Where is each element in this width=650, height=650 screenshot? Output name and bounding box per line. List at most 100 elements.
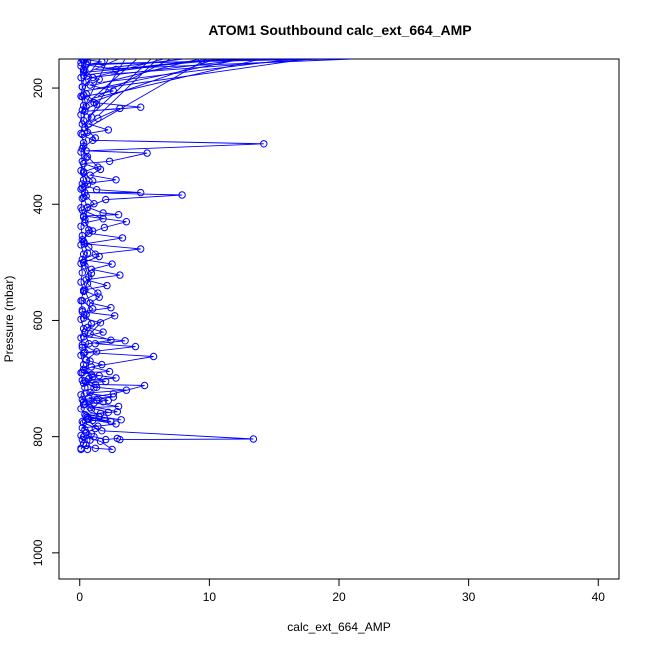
data-point [77, 315, 85, 323]
data-point [82, 78, 90, 86]
data-point [77, 278, 85, 286]
data-point [109, 393, 118, 401]
series-line-segment [87, 59, 152, 119]
data-point [79, 169, 88, 177]
data-point [102, 195, 110, 204]
data-point [92, 348, 101, 356]
data-point [98, 59, 106, 66]
data-point [91, 250, 100, 258]
data-point [95, 413, 103, 421]
data-point [85, 415, 93, 423]
data-point [137, 188, 145, 197]
data-point [131, 342, 140, 351]
data-point [116, 271, 124, 279]
series-line-segment [98, 59, 158, 116]
data-point [82, 428, 90, 437]
x-tick-label: 0 [76, 590, 83, 604]
data-point [82, 378, 90, 386]
data-point [94, 163, 102, 171]
data-point [89, 73, 97, 82]
data-point [81, 286, 89, 294]
data-point [78, 120, 87, 128]
y-tick-label: 400 [31, 194, 45, 214]
data-point [178, 191, 186, 199]
data-point [78, 376, 87, 384]
data-point [83, 445, 92, 454]
data-point [82, 310, 90, 319]
data-point [79, 142, 88, 150]
data-point [86, 330, 94, 338]
data-point [86, 299, 94, 307]
data-point [118, 234, 127, 242]
x-tick-label: 40 [592, 590, 606, 604]
data-point [78, 194, 87, 203]
series-line [80, 59, 264, 450]
data-point [77, 166, 85, 175]
data-point [112, 65, 120, 74]
data-point [94, 422, 102, 430]
data-point [109, 87, 118, 95]
data-point [77, 391, 85, 399]
data-point [98, 427, 106, 435]
data-point [82, 102, 90, 111]
data-point [249, 435, 258, 443]
data-point [107, 336, 115, 344]
data-point [96, 319, 105, 327]
data-point [79, 71, 88, 80]
data-point [78, 83, 87, 91]
data-point [86, 357, 94, 365]
data-point [89, 177, 97, 185]
data-point [79, 116, 88, 125]
data-point [81, 215, 89, 224]
data-point [89, 416, 97, 425]
series-line-segment [100, 59, 249, 77]
y-axis-label: Pressure (mbar) [2, 276, 16, 363]
x-tick-label: 10 [203, 590, 217, 604]
series-line [80, 59, 254, 441]
data-point [96, 165, 105, 174]
y-axis: 200 400 600 800 1000 [31, 78, 60, 566]
data-point [81, 262, 89, 270]
data-point [77, 222, 85, 231]
data-point [102, 377, 110, 386]
data-point [90, 200, 98, 208]
data-point [79, 91, 88, 99]
data-point [197, 59, 206, 64]
data-point [79, 250, 88, 258]
y-tick-label: 200 [31, 78, 45, 98]
data-point [79, 139, 88, 147]
data-point [99, 328, 107, 336]
series-line-segment [201, 59, 346, 61]
data-point [81, 410, 89, 419]
data-point [91, 444, 100, 452]
data-point [117, 416, 125, 424]
data-point [89, 227, 97, 235]
data-point [92, 396, 101, 404]
data-point [143, 149, 151, 157]
data-point [86, 403, 94, 412]
data-point [78, 184, 87, 192]
data-point [79, 287, 88, 296]
data-point [85, 340, 93, 348]
series-line [83, 59, 109, 450]
x-axis: 0 10 20 30 40 [76, 578, 606, 604]
data-point [121, 337, 129, 345]
data-point [79, 419, 88, 427]
data-point [79, 65, 88, 74]
data-point [95, 293, 103, 301]
data-point [77, 297, 85, 305]
data-point [114, 211, 123, 219]
data-point [85, 226, 93, 234]
data-point [81, 400, 89, 408]
data-point [78, 417, 87, 426]
data-point [79, 59, 88, 63]
data-point [83, 249, 92, 257]
data-point [79, 176, 88, 184]
data-point [92, 100, 101, 109]
data-point [79, 68, 88, 76]
data-point [102, 435, 110, 444]
series-line-segment [93, 59, 242, 90]
data-point [78, 269, 87, 277]
data-point [85, 229, 93, 238]
chart-title: ATOM1 Southbound calc_ext_664_AMP [208, 22, 471, 38]
